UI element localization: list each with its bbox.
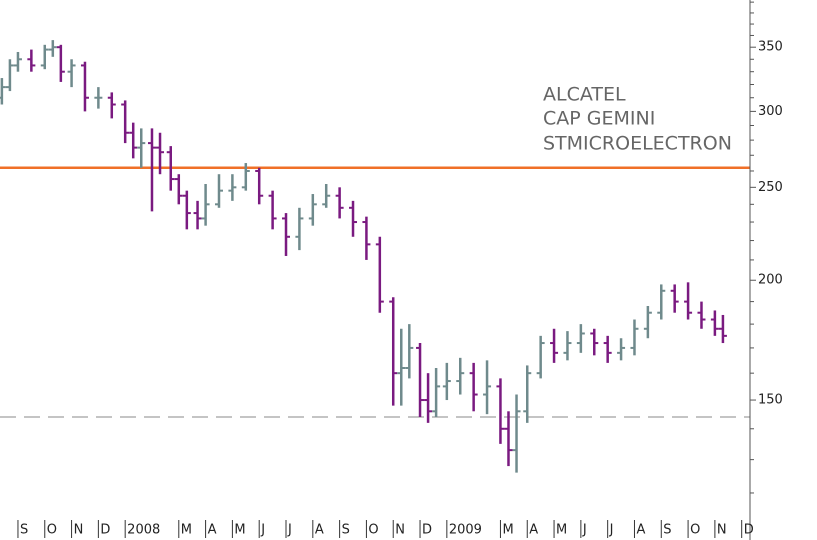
y-tick-label: 150 [758, 393, 783, 408]
x-tick-label: O [47, 523, 57, 538]
x-tick-label: D [422, 523, 432, 538]
x-tick-label: 2009 [449, 523, 482, 538]
y-tick-label: 200 [758, 273, 783, 288]
legend-entry: CAP GEMINI [543, 108, 655, 130]
legend-entry: ALCATEL [543, 84, 626, 106]
x-tick-label: M [234, 523, 245, 538]
x-tick-label: S [663, 523, 671, 538]
y-tick-label: 250 [758, 180, 783, 195]
x-tick-label: S [20, 523, 28, 538]
x-tick-label: O [690, 523, 700, 538]
x-tick-label: N [74, 523, 84, 538]
x-tick-label: J [260, 523, 265, 538]
x-tick-label: A [529, 523, 538, 538]
x-tick-label: A [315, 523, 324, 538]
x-tick-label: N [717, 523, 727, 538]
x-tick-label: J [609, 523, 614, 538]
legend-entry: STMICROELECTRON [543, 133, 732, 155]
x-tick-label: M [502, 523, 513, 538]
x-tick-label: A [636, 523, 645, 538]
x-tick-label: S [342, 523, 350, 538]
plot-area: ALCATEL CAP GEMINI STMICROELECTRON [0, 40, 750, 473]
x-tick-label: J [287, 523, 292, 538]
x-tick-label: D [100, 523, 110, 538]
y-tick-label: 350 [758, 40, 783, 55]
x-tick-label: M [181, 523, 192, 538]
x-tick-label: O [368, 523, 378, 538]
x-tick-label: D [744, 523, 754, 538]
x-tick-label: 2008 [127, 523, 160, 538]
x-tick-label: J [582, 523, 587, 538]
x-tick-label: N [395, 523, 405, 538]
y-tick-label: 300 [758, 104, 783, 119]
x-tick-label: M [556, 523, 567, 538]
x-tick-label: A [208, 523, 217, 538]
